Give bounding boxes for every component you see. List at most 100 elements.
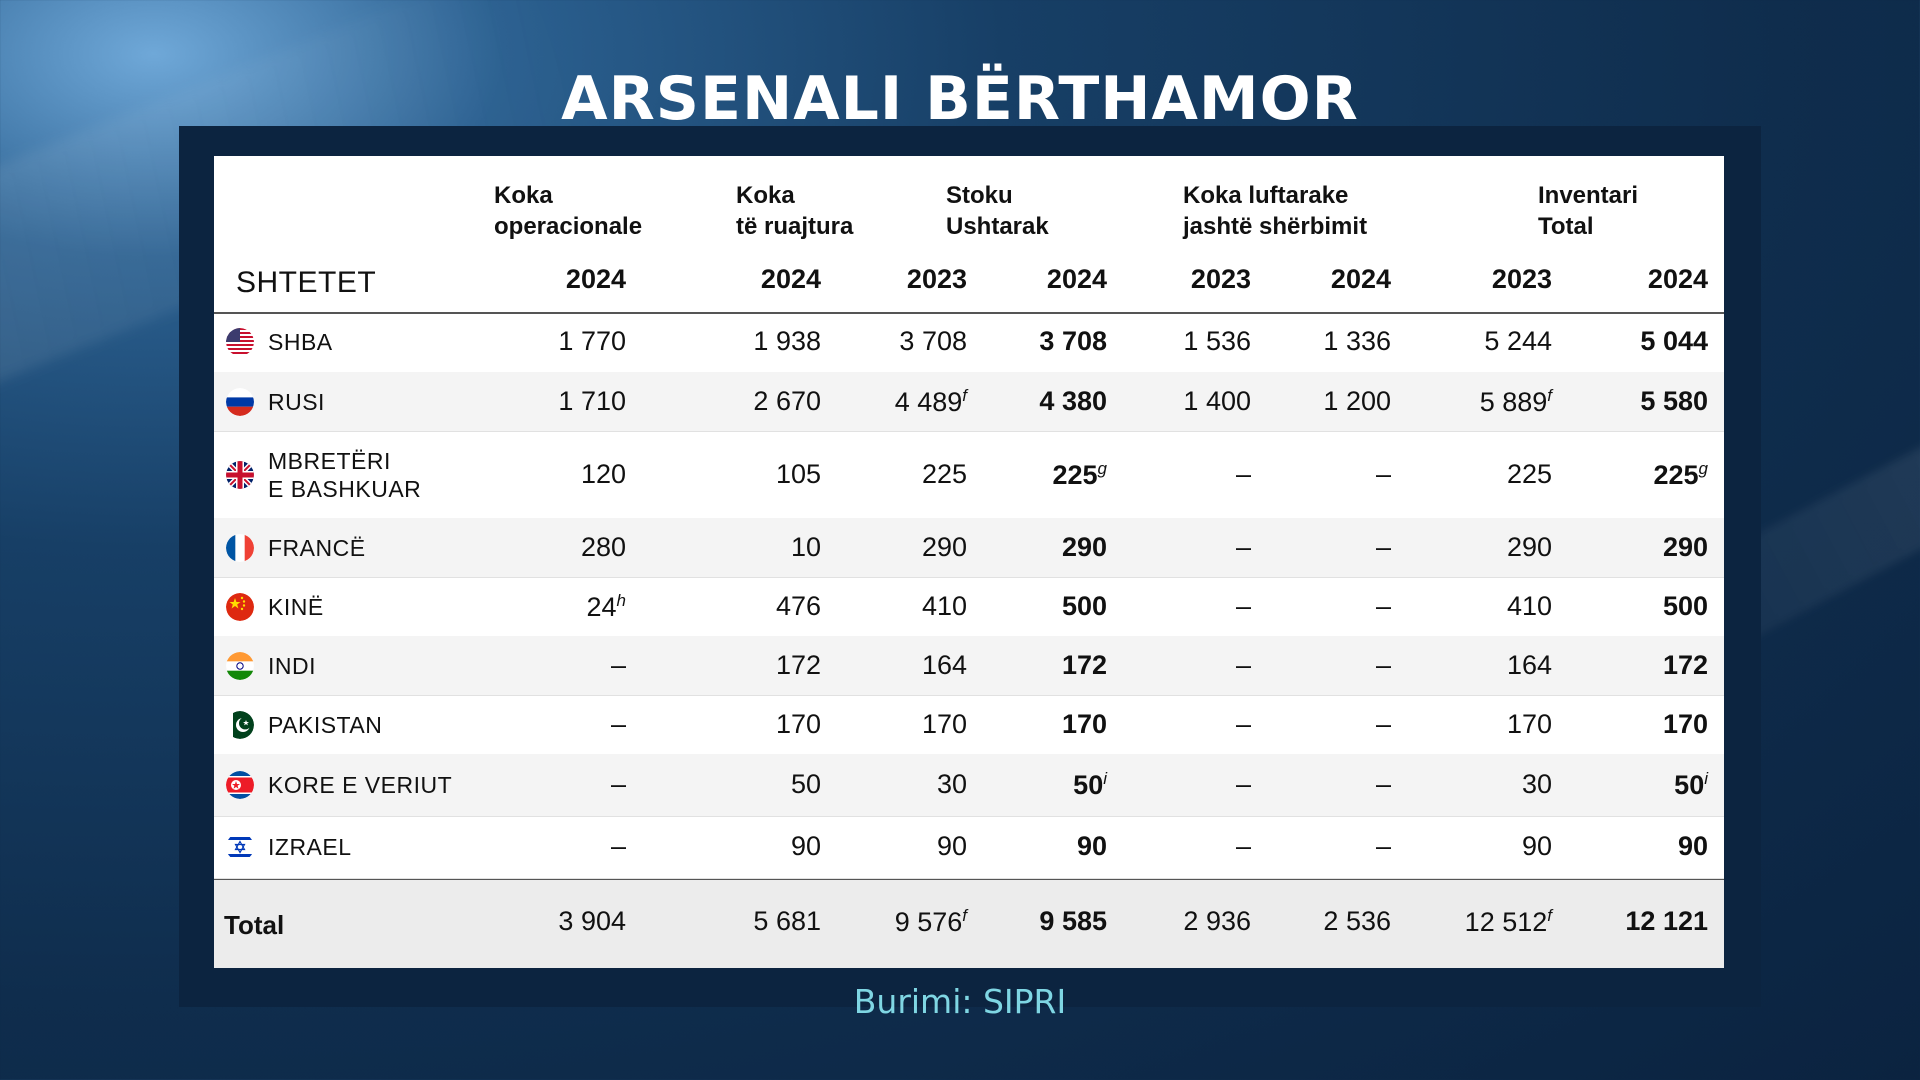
table-cell: 90 — [1558, 831, 1708, 862]
table-row: INDI – 172 164 172 – – 164 172 — [214, 636, 1724, 696]
cell-value: 1 400 — [1183, 385, 1251, 416]
cell-value: – — [1375, 531, 1391, 562]
cell-value: 90 — [790, 831, 821, 861]
cell-value: 1 710 — [558, 385, 626, 416]
cell-value: 170 — [921, 708, 967, 739]
table-row: KINË 24h 476 410 500 – – 410 500 — [214, 577, 1724, 637]
cell-value: 476 — [775, 590, 821, 621]
table-cell: 280 — [476, 532, 626, 563]
table-cell: 5 681 — [671, 906, 821, 937]
cell-value: 120 — [580, 458, 626, 489]
table-cell: 90 — [817, 831, 967, 862]
page-title: ARSENALI BËRTHAMOR — [561, 64, 1359, 134]
year-header: 2024 — [565, 264, 626, 294]
table-cell: 9 576f — [817, 906, 967, 938]
north-korea-flag-icon — [226, 771, 254, 799]
table-cell: – — [1101, 532, 1251, 563]
table-cell: – — [1241, 709, 1391, 740]
pakistan-flag-icon — [226, 710, 254, 739]
cell-value: 500 — [1662, 590, 1708, 621]
footnote-marker: g — [1097, 458, 1107, 478]
cell-value: 1 938 — [753, 326, 821, 356]
row-header-label: SHTETET — [236, 266, 377, 299]
cell-value: 2 536 — [1323, 906, 1391, 936]
table-cell: 170 — [1402, 709, 1552, 740]
table-cell: 225g — [1558, 459, 1708, 491]
cell-value: 164 — [921, 649, 967, 680]
cell-value: 225 — [1052, 459, 1098, 490]
table-row: MBRETËRI E BASHKUAR 120 105 225 225g – –225 225g — [214, 431, 1724, 519]
table-cell: 10 — [671, 532, 821, 563]
table-cell: 164 — [817, 650, 967, 681]
footnote-marker: f — [962, 385, 967, 405]
table-cell: 172 — [957, 650, 1107, 681]
cell-value: 9 576 — [894, 907, 963, 937]
uk-flag-icon — [226, 460, 254, 489]
country-name: IZRAEL — [268, 833, 352, 861]
table-row: IZRAEL – 90 90 90 – – 90 90 — [214, 816, 1724, 879]
israel-flag-icon — [226, 833, 254, 861]
cell-value: – — [610, 831, 626, 861]
cell-value: 5 244 — [1484, 326, 1552, 356]
table-row: KORE E VERIUT –50 30 50i – –30 50i — [214, 754, 1724, 817]
table-cell: 290 — [957, 532, 1107, 563]
table-cell: 90 — [671, 831, 821, 862]
table-cell: 5 580 — [1558, 386, 1708, 417]
table-cell: 24h — [476, 591, 626, 623]
table-cell: 3 904 — [476, 906, 626, 937]
table-cell: 170 — [817, 709, 967, 740]
table-cell: 170 — [957, 709, 1107, 740]
footnote-marker: i — [1704, 769, 1708, 788]
cell-value: – — [1235, 831, 1251, 861]
india-flag-icon — [226, 651, 254, 680]
cell-value: 225 — [1653, 459, 1699, 490]
table-cell: 1 536 — [1101, 326, 1251, 357]
cell-value: 290 — [1662, 531, 1708, 562]
cell-value: – — [1235, 649, 1251, 680]
cell-value: – — [1235, 531, 1251, 562]
cell-value: 164 — [1506, 649, 1552, 680]
table-cell: 50 — [671, 769, 821, 800]
country-name: PAKISTAN — [268, 711, 382, 739]
table-cell: 50i — [957, 769, 1107, 801]
country-name: KORE E VERIUT — [268, 771, 452, 799]
table-cell: 4 380 — [957, 386, 1107, 417]
header-divider — [214, 312, 1724, 314]
column-group-header-line: Koka — [736, 182, 795, 209]
cell-value: 2 936 — [1183, 906, 1251, 936]
cell-value: 50 — [1674, 770, 1705, 800]
year-header: 2023 — [906, 264, 967, 294]
country-name-line: MBRETËRI — [268, 447, 391, 474]
table-cell: – — [1101, 769, 1251, 800]
usa-flag-icon — [226, 328, 254, 356]
table-cell: 120 — [476, 459, 626, 490]
table-cell: 2 536 — [1241, 906, 1391, 937]
footnote-marker: g — [1698, 458, 1708, 478]
country-name-line: INDI — [268, 652, 316, 679]
country-name-line: KINË — [268, 593, 324, 620]
cell-value: 3 708 — [899, 326, 967, 356]
cell-value: 5 044 — [1640, 326, 1708, 356]
table-cell: 170 — [1558, 709, 1708, 740]
cell-value: 5 889 — [1479, 386, 1548, 417]
table-cell: 225 — [1402, 459, 1552, 490]
table-cell: 225 — [817, 459, 967, 490]
column-group-header-line: të ruajtura — [736, 213, 854, 240]
table-cell: – — [1101, 459, 1251, 490]
cell-value: 30 — [936, 769, 967, 799]
cell-value: 170 — [1662, 708, 1708, 739]
table-row: FRANCË 280 10 290 290 – – 290 290 — [214, 518, 1724, 578]
country-name: KINË — [268, 593, 324, 621]
table-cell: – — [476, 769, 626, 800]
cell-value: – — [1235, 769, 1251, 799]
cell-value: 172 — [775, 649, 821, 680]
table-cell: 1 200 — [1241, 386, 1391, 417]
cell-value: 290 — [1061, 531, 1107, 562]
table-cell: – — [1101, 831, 1251, 862]
table-row: PAKISTAN – 170 170 170 – – 170 170 — [214, 695, 1724, 755]
cell-value: – — [1235, 708, 1251, 739]
source-caption: Burimi: SIPRI — [853, 982, 1067, 1021]
cell-value: 500 — [1061, 590, 1107, 621]
country-name: MBRETËRI E BASHKUAR — [268, 447, 421, 503]
china-flag-icon — [226, 592, 254, 621]
